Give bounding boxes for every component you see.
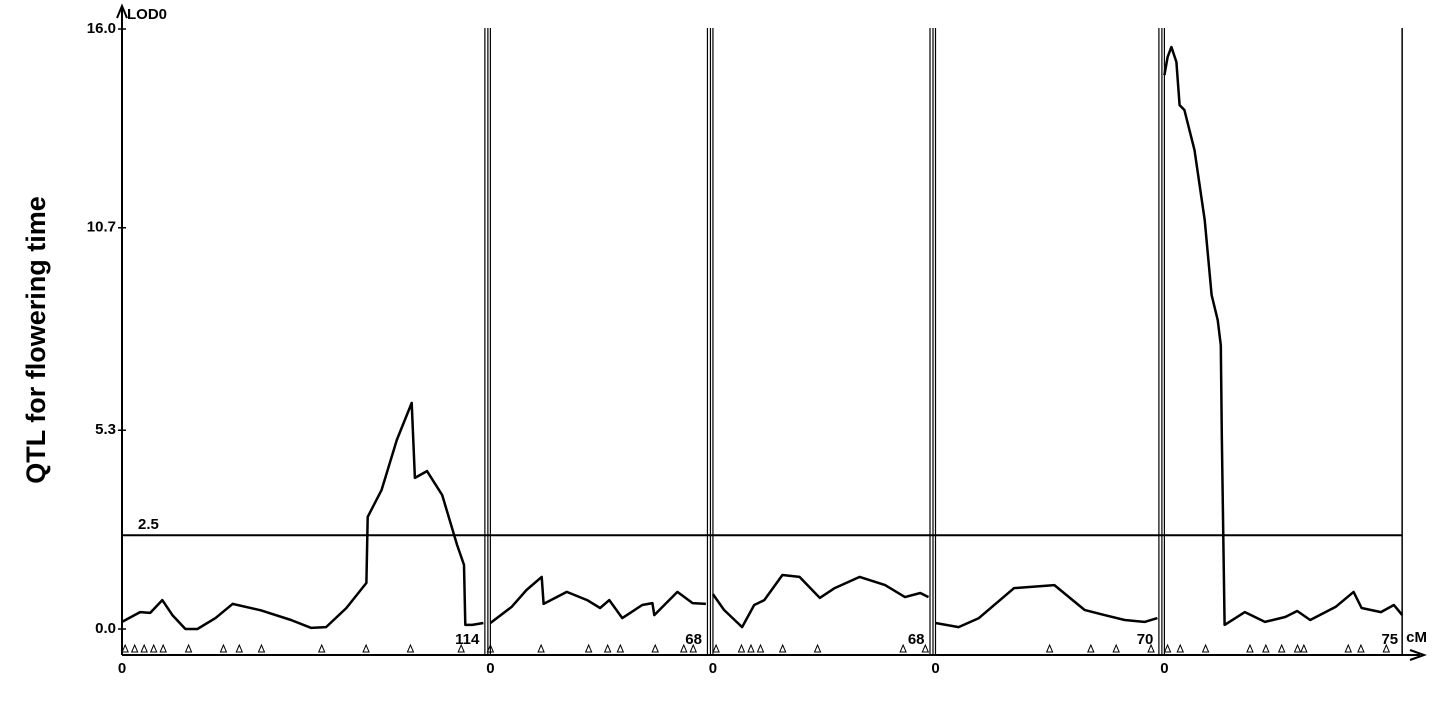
marker xyxy=(406,643,415,653)
marker xyxy=(457,643,465,653)
marker xyxy=(778,643,787,653)
marker xyxy=(121,643,129,653)
group-start-label: 0 xyxy=(1160,660,1168,677)
y-tick-label: 0.0 xyxy=(95,620,116,637)
x-unit: cM xyxy=(1406,629,1427,646)
y-tick-label: 5.3 xyxy=(95,421,116,438)
marker xyxy=(747,643,755,653)
marker xyxy=(756,643,765,653)
marker xyxy=(140,643,148,653)
y-title: QTL for flowering time xyxy=(21,196,51,484)
marker xyxy=(921,643,930,653)
marker xyxy=(1163,643,1172,653)
marker xyxy=(1087,643,1095,653)
y-tick-label: 16.0 xyxy=(87,20,116,37)
marker xyxy=(1277,643,1286,653)
marker xyxy=(159,643,167,653)
lod-curve xyxy=(1163,45,1404,627)
marker xyxy=(219,643,228,653)
y-axis-label: LOD0 xyxy=(127,6,167,23)
group-end-label: 68 xyxy=(685,631,702,648)
lod-curve xyxy=(711,573,930,629)
group-start-label: 0 xyxy=(118,660,126,677)
group-start-label: 0 xyxy=(486,660,494,677)
marker xyxy=(235,643,244,653)
marker xyxy=(362,643,370,653)
y-tick-label: 10.7 xyxy=(87,219,116,236)
marker xyxy=(899,643,907,653)
marker xyxy=(651,643,659,653)
marker xyxy=(1246,643,1254,653)
marker xyxy=(1112,643,1120,653)
marker xyxy=(616,643,625,653)
marker xyxy=(1344,643,1353,653)
marker xyxy=(1293,643,1302,653)
y-arrow xyxy=(116,3,128,19)
marker xyxy=(1262,643,1270,653)
lod-curve xyxy=(489,575,706,624)
group-end-label: 68 xyxy=(908,631,925,648)
group-end-label: 75 xyxy=(1381,631,1398,648)
threshold-label: 2.5 xyxy=(138,516,159,533)
marker xyxy=(1147,643,1155,653)
lod-curve xyxy=(121,401,484,631)
group-start-label: 0 xyxy=(709,660,717,677)
marker xyxy=(486,643,495,653)
marker xyxy=(813,643,822,653)
marker xyxy=(149,643,158,653)
marker xyxy=(1201,643,1210,653)
marker xyxy=(1357,643,1365,653)
marker xyxy=(184,643,193,653)
marker xyxy=(737,643,746,653)
marker xyxy=(317,643,326,653)
lod-curve xyxy=(935,583,1158,629)
marker xyxy=(584,643,593,653)
marker xyxy=(1382,643,1391,653)
marker xyxy=(130,643,139,653)
group-end-label: 70 xyxy=(1137,631,1154,648)
group-start-label: 0 xyxy=(931,660,939,677)
marker xyxy=(603,643,612,653)
marker xyxy=(689,643,698,653)
marker xyxy=(537,643,545,653)
marker xyxy=(712,643,720,653)
group-end-label: 114 xyxy=(455,631,480,648)
marker xyxy=(1045,643,1054,653)
marker xyxy=(257,643,266,653)
marker xyxy=(1300,643,1308,653)
x-arrow xyxy=(1409,649,1427,661)
marker xyxy=(679,643,688,653)
marker xyxy=(1176,643,1185,653)
